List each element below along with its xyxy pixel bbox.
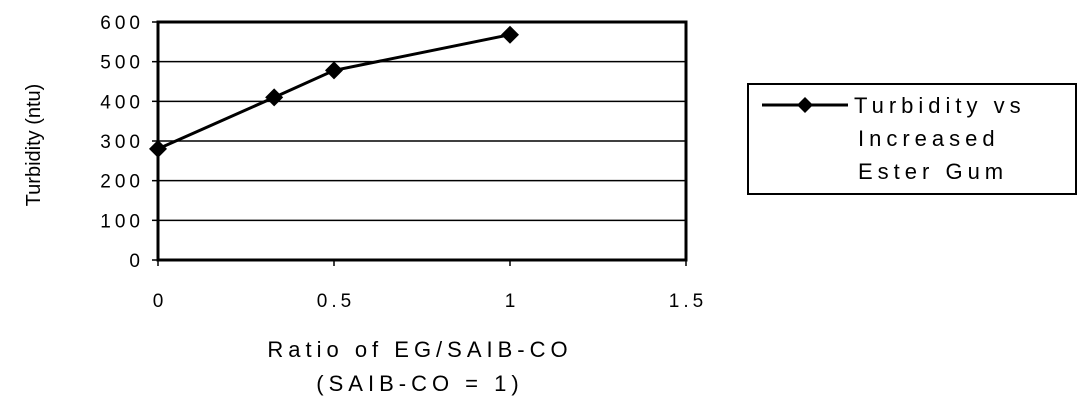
grid-lines (158, 60, 686, 222)
series-group (149, 25, 519, 158)
y-tick-label: 500 (100, 53, 144, 74)
legend-label-line3: Ester Gum (858, 159, 1008, 184)
y-axis-label: Turbidity (ntu) (23, 84, 45, 207)
y-axis-ticks: 0 100 200 300 400 500 600 (100, 13, 158, 272)
data-point-0 (149, 139, 167, 158)
y-tick-label: 0 (129, 251, 144, 272)
series-line (157, 33, 511, 151)
legend-label-line1: Turbidity vs (854, 93, 1026, 118)
y-tick-label: 100 (100, 211, 144, 232)
x-tick-label: 0.5 (317, 291, 355, 312)
x-axis-ticks: 0 0.5 1 1.5 (153, 260, 707, 312)
legend-label-line2: Increased (858, 126, 1000, 151)
data-point-1 (265, 88, 284, 107)
x-tick-label: 0 (153, 291, 168, 312)
x-tick-label: 1 (505, 291, 520, 312)
y-tick-label: 400 (100, 92, 144, 113)
y-tick-label: 600 (100, 13, 144, 34)
legend: Turbidity vs Increased Ester Gum (747, 83, 1077, 195)
y-tick-label: 300 (100, 132, 144, 153)
x-tick-label: 1.5 (669, 291, 707, 312)
legend-marker-icon (797, 97, 813, 113)
x-axis-label-line2: (SAIB-CO = 1) (316, 371, 523, 396)
data-point-2 (325, 61, 343, 80)
x-axis-label: Ratio of EG/SAIB-CO (267, 337, 572, 362)
y-tick-label: 200 (100, 172, 144, 193)
data-point-3 (501, 25, 519, 44)
